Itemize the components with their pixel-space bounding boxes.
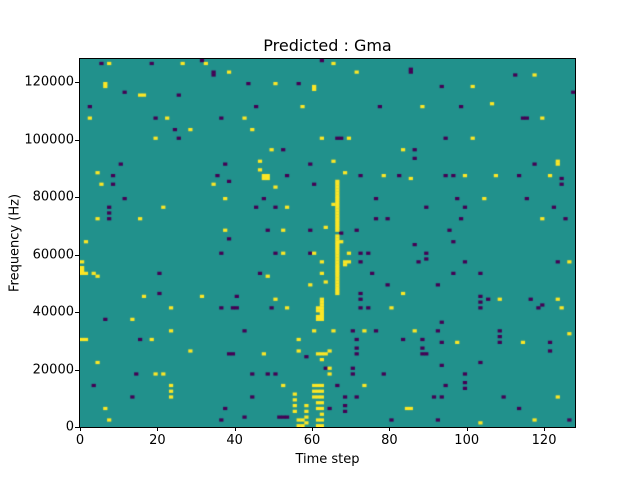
y-tick-mark [75,139,79,141]
x-tick-label: 80 [381,433,398,448]
y-tick-mark [75,369,79,371]
x-axis-label: Time step [295,452,360,467]
x-tick-label: 40 [226,433,243,448]
y-tick-label: 120000 [24,74,74,90]
x-tick-mark [157,427,159,431]
y-axis-label: Frequency (Hz) [7,193,23,293]
x-tick-mark [80,427,81,431]
x-tick-label: 0 [75,433,85,448]
y-tick-label: 80000 [32,189,74,205]
y-tick-mark [75,427,79,428]
y-tick-mark [75,312,79,313]
chart-title: Predicted : Gma [263,36,392,55]
x-tick-mark [466,427,468,431]
x-tick-mark [312,427,314,431]
x-tick-label: 60 [303,433,321,448]
y-tick-mark [75,197,79,198]
x-tick-label: 120 [531,433,557,448]
y-tick-label: 60000 [32,247,74,262]
x-tick-mark [234,427,236,431]
x-tick-mark [389,427,391,431]
y-tick-mark [75,254,79,256]
x-tick-mark [544,427,546,431]
y-tick-mark [75,82,79,83]
heatmap-canvas [80,59,575,427]
x-tick-label: 20 [149,433,166,448]
y-tick-label: 40000 [32,304,74,320]
x-tick-label: 100 [454,433,480,448]
y-tick-label: 20000 [32,362,74,377]
plot-area [79,58,576,428]
y-tick-label: 0 [65,419,74,435]
y-tick-label: 100000 [24,132,74,147]
